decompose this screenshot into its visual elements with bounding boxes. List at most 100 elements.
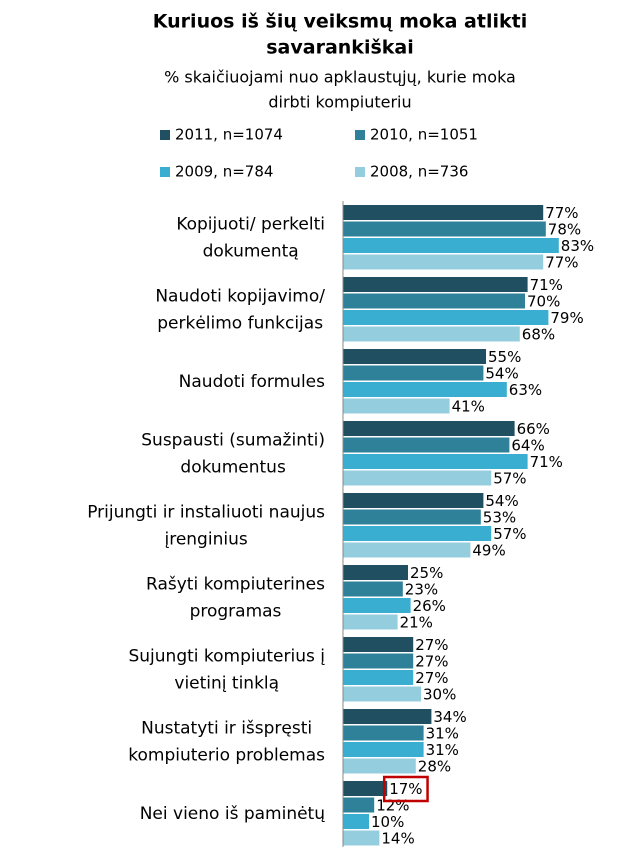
value-label: 27%	[415, 669, 448, 687]
bar	[343, 614, 398, 630]
legend-swatch	[355, 130, 365, 140]
bar	[343, 542, 471, 558]
value-label: 57%	[493, 525, 526, 543]
category-label: Nustatyti ir išspręsti	[141, 719, 312, 739]
bar	[343, 565, 408, 580]
value-label: 77%	[545, 254, 578, 272]
bar	[343, 509, 481, 525]
category-label: Rašyti kompiuterines	[146, 575, 325, 595]
bar	[343, 725, 424, 741]
bar	[343, 421, 515, 436]
value-label: 12%	[376, 797, 409, 815]
category-label: Naudoti kopijavimo/	[155, 287, 325, 307]
bar	[343, 293, 525, 309]
value-label: 70%	[527, 293, 560, 311]
bar	[343, 670, 414, 685]
value-label: 57%	[493, 470, 526, 488]
legend-swatch	[355, 167, 365, 177]
value-label: 63%	[509, 381, 542, 399]
bar	[343, 470, 492, 486]
value-label: 53%	[483, 509, 516, 527]
value-label: 31%	[426, 741, 459, 759]
category-label: Nei vieno iš paminėtų	[140, 804, 325, 824]
category-label: įrenginius	[164, 530, 247, 550]
bar	[343, 581, 403, 597]
bar	[343, 398, 450, 414]
value-label: 79%	[550, 309, 583, 327]
legend-label: 2008, n=736	[370, 163, 468, 181]
bar	[343, 758, 416, 774]
value-label: 27%	[415, 636, 448, 654]
value-label: 14%	[381, 830, 414, 847]
value-label: 49%	[472, 542, 505, 560]
legend-label: 2011, n=1074	[175, 126, 283, 144]
value-label: 25%	[410, 564, 443, 582]
category-label: Kopijuoti/ perkelti	[176, 215, 325, 235]
bar	[343, 254, 544, 270]
category-label: Prijungti ir instaliuoti naujus	[87, 503, 325, 523]
value-label: 77%	[545, 204, 578, 222]
category-label: programas	[190, 602, 282, 622]
value-label: 71%	[530, 276, 563, 294]
value-label: 34%	[433, 708, 466, 726]
value-label: 41%	[452, 398, 485, 416]
bar	[343, 310, 549, 325]
category-label: Suspausti (sumažinti)	[141, 431, 325, 451]
value-label: 68%	[522, 326, 555, 344]
value-label: 55%	[488, 348, 521, 366]
category-label: Naudoti formules	[179, 372, 325, 392]
bar	[343, 709, 432, 724]
category-label: dokumentą	[203, 242, 299, 262]
category-label: dokumentus	[180, 458, 286, 478]
bar	[343, 238, 559, 253]
legend-label: 2009, n=784	[175, 163, 273, 181]
bar	[343, 493, 484, 508]
value-label: 21%	[400, 614, 433, 632]
value-label: 71%	[530, 453, 563, 471]
bar	[343, 686, 421, 702]
chart-subtitle: % skaičiuojami nuo apklaustųjų, kurie mo…	[164, 68, 516, 87]
category-label: kompiuterio problemas	[128, 746, 325, 766]
legend-swatch	[160, 167, 170, 177]
chart-title: Kuriuos iš šių veiksmų moka atlikti	[153, 11, 527, 33]
bar	[343, 326, 520, 342]
value-label: 26%	[413, 597, 446, 615]
bar	[343, 637, 414, 652]
legend-swatch	[160, 130, 170, 140]
value-label: 54%	[485, 365, 518, 383]
chart-title: savarankiškai	[266, 37, 413, 59]
value-label: 54%	[485, 492, 518, 510]
bar	[343, 781, 388, 796]
bar	[343, 365, 484, 381]
category-label: vietinį tinklą	[174, 674, 279, 694]
bar	[343, 382, 507, 397]
bar	[343, 437, 510, 453]
bar	[343, 205, 544, 220]
bar	[343, 742, 424, 757]
legend-label: 2010, n=1051	[370, 126, 478, 144]
value-label: 23%	[405, 581, 438, 599]
value-label: 28%	[418, 758, 451, 776]
bar	[343, 454, 528, 469]
value-label: 30%	[423, 686, 456, 704]
bar	[343, 797, 375, 813]
bar	[343, 221, 546, 237]
value-label: 83%	[561, 237, 594, 255]
bar	[343, 277, 528, 292]
value-label: 27%	[415, 653, 448, 671]
value-label: 17%	[389, 780, 422, 798]
value-label: 64%	[511, 437, 544, 455]
bar	[343, 526, 492, 541]
highlight-box	[382, 775, 429, 803]
bar	[343, 814, 369, 829]
bar	[343, 830, 380, 846]
bar	[343, 349, 486, 364]
value-label: 31%	[426, 725, 459, 743]
value-label: 10%	[371, 813, 404, 831]
category-label: Sujungti kompiuterius į	[128, 647, 325, 667]
value-label: 66%	[517, 420, 550, 438]
value-label: 78%	[548, 221, 581, 239]
category-label: perkėlimo funkcijas	[157, 314, 323, 334]
bar	[343, 653, 414, 669]
